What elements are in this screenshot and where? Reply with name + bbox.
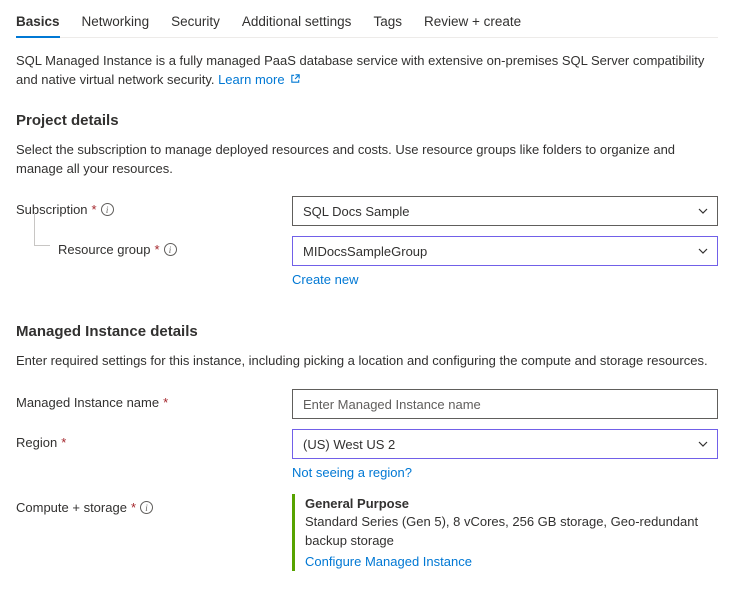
instance-name-input[interactable]: Enter Managed Instance name — [292, 389, 718, 419]
external-link-icon — [290, 75, 301, 87]
subscription-label-cell: Subscription * i — [16, 196, 292, 217]
compute-label-cell: Compute + storage * i — [16, 494, 292, 515]
row-resource-group: Resource group * i MIDocsSampleGroup Cre… — [16, 236, 718, 287]
link-label: Create new — [292, 272, 358, 287]
row-compute-storage: Compute + storage * i General Purpose St… — [16, 494, 718, 570]
row-subscription: Subscription * i SQL Docs Sample — [16, 196, 718, 226]
resource-group-label: Resource group — [58, 242, 151, 257]
project-details-heading: Project details — [16, 112, 718, 129]
required-indicator: * — [155, 242, 160, 257]
tab-label: Tags — [373, 14, 402, 29]
required-indicator: * — [92, 202, 97, 217]
tab-tags[interactable]: Tags — [373, 8, 402, 37]
info-icon[interactable]: i — [164, 243, 177, 256]
region-select[interactable]: (US) West US 2 — [292, 429, 718, 459]
configure-managed-instance-link[interactable]: Configure Managed Instance — [305, 554, 718, 569]
tab-review-create[interactable]: Review + create — [424, 8, 521, 37]
tab-label: Additional settings — [242, 14, 352, 29]
hierarchy-bracket-icon — [34, 212, 50, 246]
subscription-value: SQL Docs Sample — [303, 204, 409, 219]
project-details-help: Select the subscription to manage deploy… — [16, 141, 718, 179]
chevron-down-icon — [697, 438, 709, 450]
required-indicator: * — [61, 435, 66, 450]
required-indicator: * — [131, 500, 136, 515]
link-label: Configure Managed Instance — [305, 554, 472, 569]
chevron-down-icon — [697, 245, 709, 257]
learn-more-link[interactable]: Learn more — [218, 72, 301, 87]
required-indicator: * — [163, 395, 168, 410]
info-icon[interactable]: i — [101, 203, 114, 216]
resource-group-select[interactable]: MIDocsSampleGroup — [292, 236, 718, 266]
tab-networking[interactable]: Networking — [82, 8, 150, 37]
region-value: (US) West US 2 — [303, 437, 395, 452]
link-label: Learn more — [218, 72, 284, 87]
create-new-link[interactable]: Create new — [292, 272, 718, 287]
not-seeing-region-link[interactable]: Not seeing a region? — [292, 465, 718, 480]
region-label: Region — [16, 435, 57, 450]
tab-additional-settings[interactable]: Additional settings — [242, 8, 352, 37]
managed-instance-heading: Managed Instance details — [16, 323, 718, 340]
row-region: Region * (US) West US 2 Not seeing a reg… — [16, 429, 718, 480]
resource-group-value: MIDocsSampleGroup — [303, 244, 427, 259]
tab-label: Review + create — [424, 14, 521, 29]
region-label-cell: Region * — [16, 429, 292, 450]
instance-name-label: Managed Instance name — [16, 395, 159, 410]
resource-group-label-cell: Resource group * i — [16, 236, 292, 257]
compute-tier-title: General Purpose — [305, 496, 718, 511]
instance-name-label-cell: Managed Instance name * — [16, 389, 292, 410]
intro-body: SQL Managed Instance is a fully managed … — [16, 53, 704, 87]
tab-bar: Basics Networking Security Additional se… — [16, 8, 718, 38]
subscription-select[interactable]: SQL Docs Sample — [292, 196, 718, 226]
compute-label: Compute + storage — [16, 500, 127, 515]
compute-summary: General Purpose Standard Series (Gen 5),… — [292, 494, 718, 570]
tab-label: Networking — [82, 14, 150, 29]
chevron-down-icon — [697, 205, 709, 217]
info-icon[interactable]: i — [140, 501, 153, 514]
tab-label: Security — [171, 14, 220, 29]
compute-tier-desc: Standard Series (Gen 5), 8 vCores, 256 G… — [305, 513, 718, 549]
tab-basics[interactable]: Basics — [16, 8, 60, 37]
link-label: Not seeing a region? — [292, 465, 412, 480]
instance-name-placeholder: Enter Managed Instance name — [303, 397, 481, 412]
subscription-label: Subscription — [16, 202, 88, 217]
intro-text: SQL Managed Instance is a fully managed … — [16, 52, 718, 90]
tab-label: Basics — [16, 14, 60, 29]
row-instance-name: Managed Instance name * Enter Managed In… — [16, 389, 718, 419]
managed-instance-help: Enter required settings for this instanc… — [16, 352, 718, 371]
tab-security[interactable]: Security — [171, 8, 220, 37]
